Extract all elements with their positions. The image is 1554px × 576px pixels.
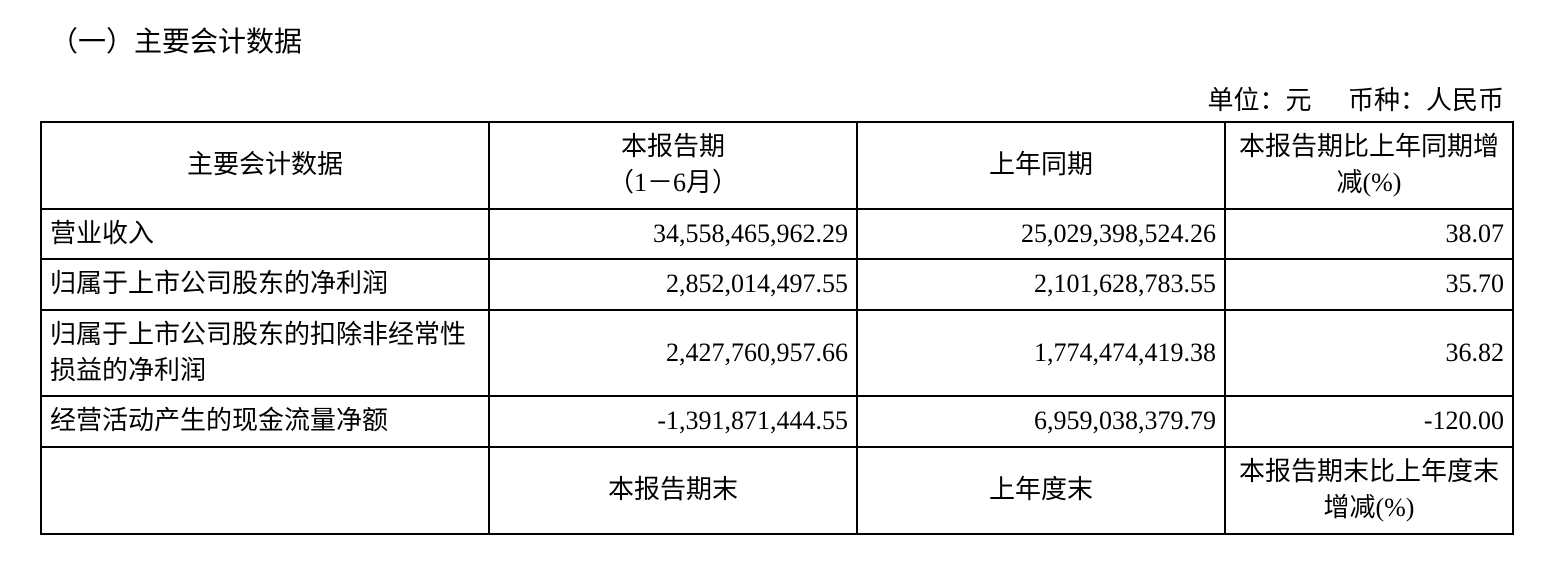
row-current: 34,558,465,962.29 [489, 209, 857, 259]
col-header-item: 主要会计数据 [41, 122, 489, 209]
row-current: -1,391,871,444.55 [489, 396, 857, 446]
row-current: 2,427,760,957.66 [489, 310, 857, 397]
subheader-col2: 本报告期末 [489, 447, 857, 534]
row-label: 归属于上市公司股东的扣除非经常性损益的净利润 [41, 310, 489, 397]
table-subheader-row: 本报告期末 上年度末 本报告期末比上年度末增减(%) [41, 447, 1513, 534]
row-label: 归属于上市公司股东的净利润 [41, 259, 489, 309]
table-row: 归属于上市公司股东的扣除非经常性损益的净利润 2,427,760,957.66 … [41, 310, 1513, 397]
col-header-current: 本报告期（1－6月） [489, 122, 857, 209]
row-prior: 25,029,398,524.26 [857, 209, 1225, 259]
row-prior: 1,774,474,419.38 [857, 310, 1225, 397]
unit-label: 单位：元 [1207, 86, 1311, 115]
row-prior: 6,959,038,379.79 [857, 396, 1225, 446]
subheader-col1 [41, 447, 489, 534]
row-label: 营业收入 [41, 209, 489, 259]
col-header-prior: 上年同期 [857, 122, 1225, 209]
row-change: 38.07 [1225, 209, 1513, 259]
table-row: 经营活动产生的现金流量净额 -1,391,871,444.55 6,959,03… [41, 396, 1513, 446]
row-current: 2,852,014,497.55 [489, 259, 857, 309]
row-change: 36.82 [1225, 310, 1513, 397]
subheader-col4: 本报告期末比上年度末增减(%) [1225, 447, 1513, 534]
unit-currency-line: 单位：元 币种：人民币 [40, 80, 1514, 117]
currency-label: 币种：人民币 [1348, 86, 1504, 115]
table-row: 归属于上市公司股东的净利润 2,852,014,497.55 2,101,628… [41, 259, 1513, 309]
row-label: 经营活动产生的现金流量净额 [41, 396, 489, 446]
table-row: 营业收入 34,558,465,962.29 25,029,398,524.26… [41, 209, 1513, 259]
section-title: （一）主要会计数据 [40, 20, 1514, 60]
financial-data-table: 主要会计数据 本报告期（1－6月） 上年同期 本报告期比上年同期增减(%) 营业… [40, 121, 1514, 535]
subheader-col3: 上年度末 [857, 447, 1225, 534]
row-change: -120.00 [1225, 396, 1513, 446]
table-header-row: 主要会计数据 本报告期（1－6月） 上年同期 本报告期比上年同期增减(%) [41, 122, 1513, 209]
row-prior: 2,101,628,783.55 [857, 259, 1225, 309]
col-header-change: 本报告期比上年同期增减(%) [1225, 122, 1513, 209]
row-change: 35.70 [1225, 259, 1513, 309]
